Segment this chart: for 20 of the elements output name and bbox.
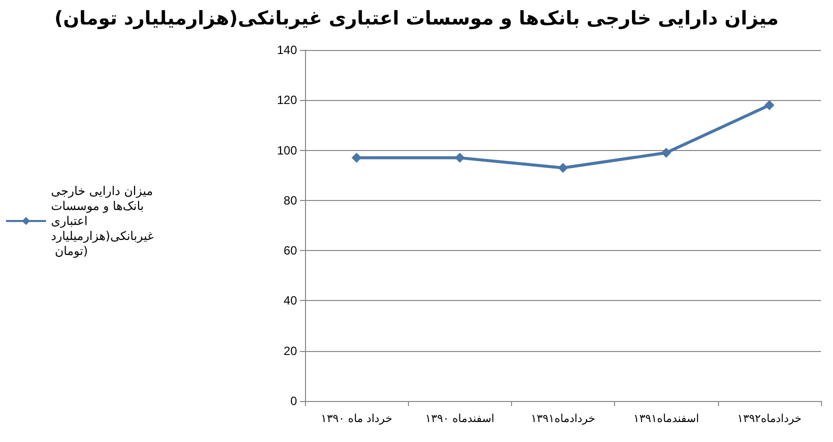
y-tick-label: 60: [284, 244, 298, 258]
x-tick-label: خرداد ماه ۱۳۹۰: [320, 412, 392, 425]
y-tick-label: 20: [284, 344, 298, 358]
point: [764, 100, 774, 110]
x-tick-label: خردادماه۱۳۹۲: [737, 412, 802, 425]
y-tick-label: 40: [284, 294, 298, 308]
y-tick-label: 100: [276, 143, 298, 158]
legend-label: میزان دارایی خارجی بانک‌ها و موسسات اعتباری غیربانکی(هزارمیلیارد تومان): [51, 184, 157, 258]
y-tick-label: 0: [290, 394, 298, 408]
y-tick-label: 120: [276, 93, 298, 108]
x-tick-label: اسفندماه۱۳۹۱: [633, 412, 699, 425]
point: [558, 162, 568, 173]
x-tick-label: خردادماه۱۳۹۱: [530, 412, 596, 425]
y-tick-label: 80: [284, 193, 298, 208]
point: [661, 148, 672, 158]
point: [352, 152, 362, 163]
point: [454, 152, 465, 163]
x-tick-label: اسفندماه ۱۳۹۰: [425, 412, 494, 425]
chart-title: میزان دارایی خارجی بانک‌ها و موسسات اعتباری غیربانکی(هزارمیلیارد تومان): [54, 8, 779, 30]
y-tick-label: 140: [276, 43, 298, 57]
